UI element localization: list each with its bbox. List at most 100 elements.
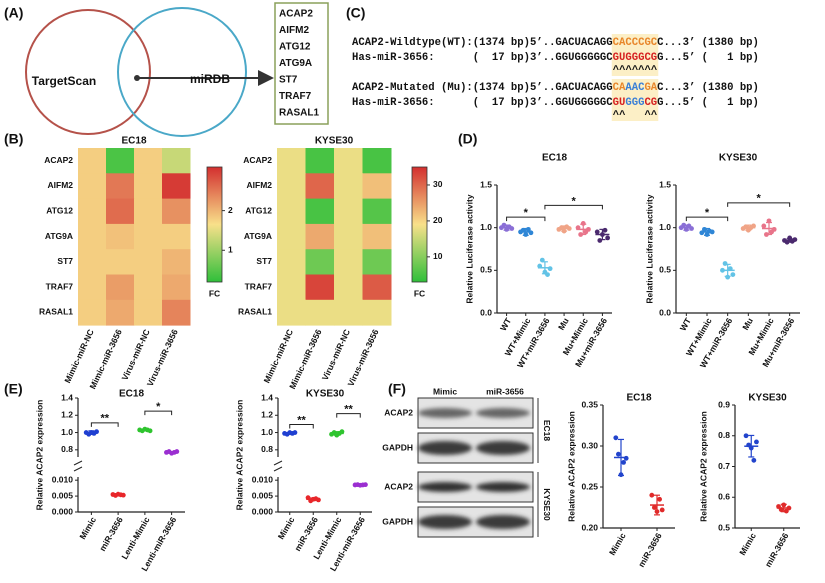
colorbar-tick-label: 10 xyxy=(433,251,443,261)
heat-cell xyxy=(277,173,306,200)
gene: TRAF7 xyxy=(279,91,312,102)
heat-cell xyxy=(277,198,306,225)
heat-cell xyxy=(334,173,363,200)
heat-cell xyxy=(134,274,163,301)
band xyxy=(476,441,530,455)
blot-group: EC18 xyxy=(542,420,552,442)
panel-label: (D) xyxy=(458,131,477,147)
data-point xyxy=(509,226,515,231)
chart-title: EC18 xyxy=(119,389,144,400)
significance-label: ** xyxy=(297,414,306,426)
chart-title: KYSE30 xyxy=(719,153,758,164)
blot-row: GAPDH xyxy=(382,442,413,452)
panel-label: (B) xyxy=(4,131,23,147)
heat-cell xyxy=(78,198,107,225)
sequence-segment: GUGGGCG xyxy=(613,52,658,64)
row-label: ST7 xyxy=(256,256,272,266)
data-point xyxy=(722,261,728,266)
heat-cell xyxy=(305,299,335,326)
colorbar xyxy=(206,166,223,283)
sequence-segment: CG xyxy=(644,97,657,109)
heat-cell xyxy=(362,173,392,200)
data-point xyxy=(292,430,298,435)
data-point xyxy=(754,439,759,445)
heat-cell xyxy=(362,249,392,275)
y-tick-label: 1.4 xyxy=(61,392,73,402)
row-label: TRAF7 xyxy=(46,281,74,291)
data-point xyxy=(730,272,736,277)
data-point xyxy=(761,223,767,229)
set-label: TargetScan xyxy=(32,74,96,88)
panel-label: (A) xyxy=(4,5,23,21)
data-point xyxy=(94,429,99,435)
data-point xyxy=(613,435,619,441)
heat-cell xyxy=(162,198,191,225)
data-point xyxy=(597,238,603,243)
band xyxy=(418,515,472,529)
heat-cell xyxy=(277,223,306,250)
y-tick-label: 0.25 xyxy=(581,481,598,491)
band xyxy=(418,408,472,418)
significance-bracket xyxy=(506,216,546,222)
data-point xyxy=(621,460,626,465)
axis-break xyxy=(73,460,83,466)
colorbar-label: FC xyxy=(414,288,425,298)
heat-cell xyxy=(305,198,335,225)
data-point xyxy=(147,428,153,434)
heat-cell xyxy=(106,274,135,301)
heat-cell xyxy=(334,299,363,326)
chart-title: KYSE30 xyxy=(748,393,787,404)
sequence-segment: C...3’ (1380 bp) xyxy=(657,82,759,94)
row-label: AIFM2 xyxy=(48,180,74,190)
data-point xyxy=(547,266,553,272)
data-point xyxy=(652,505,657,510)
y-axis-label: Relative ACAP2 expression xyxy=(34,400,44,511)
sequence-segment: GA xyxy=(644,82,657,94)
heat-cell xyxy=(305,148,335,174)
match-marks: ^^ ^^ xyxy=(613,110,658,122)
y-tick-label: 1.2 xyxy=(261,410,273,420)
y-tick-label: 0.005 xyxy=(52,490,74,500)
chart-title: EC18 xyxy=(626,393,651,404)
panel-label: (F) xyxy=(388,381,406,397)
significance-bracket xyxy=(144,410,173,416)
band xyxy=(418,441,472,455)
gene: ACAP2 xyxy=(279,9,313,20)
significance-bracket xyxy=(544,204,603,210)
y-tick-label: 0.0 xyxy=(659,307,671,317)
match-marks: ^^^^^^^ xyxy=(613,65,658,77)
heat-cell xyxy=(277,148,306,174)
row-label: ACAP2 xyxy=(243,155,272,165)
heat-cell xyxy=(106,198,135,225)
heat-cell xyxy=(162,274,191,301)
heat-cell xyxy=(362,299,392,326)
y-tick-label: 0.010 xyxy=(52,474,74,484)
data-point xyxy=(771,226,777,232)
colorbar xyxy=(411,166,428,283)
blot-row: ACAP2 xyxy=(384,481,413,491)
heat-cell xyxy=(162,148,191,174)
y-tick-label: 1.0 xyxy=(480,222,492,232)
gene: ATG9A xyxy=(279,58,312,69)
gene: ST7 xyxy=(279,75,298,86)
data-point xyxy=(659,507,665,513)
y-tick-label: 0.5 xyxy=(659,265,671,275)
heat-cell xyxy=(162,249,191,275)
y-axis-label: Relative ACAP2 expression xyxy=(566,411,576,522)
chart-title: KYSE30 xyxy=(306,389,345,400)
significance-bracket xyxy=(289,424,314,429)
heat-cell xyxy=(362,274,392,301)
data-point xyxy=(657,496,662,502)
y-tick-label: 1.5 xyxy=(480,179,492,189)
heat-cell xyxy=(305,274,335,301)
heat-cell xyxy=(106,173,135,200)
y-tick-label: 0.5 xyxy=(718,522,730,532)
y-tick-label: 0.20 xyxy=(581,522,598,532)
y-tick-label: 0.0 xyxy=(480,307,492,317)
heat-cell xyxy=(78,223,107,250)
chart-title: KYSE30 xyxy=(315,136,354,147)
significance-bracket xyxy=(727,202,791,207)
sequence-segment: Has-miR-3656: ( 17 bp)3’..GGUGGGGGC xyxy=(352,52,613,64)
significance-bracket xyxy=(90,422,119,427)
row-label: ATG12 xyxy=(245,206,272,216)
